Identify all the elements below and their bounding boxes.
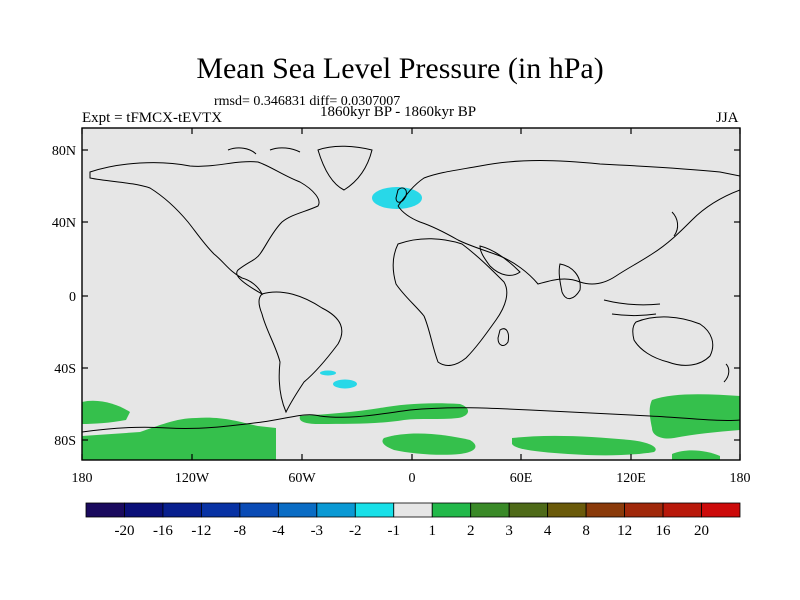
coast-indonesia: [603, 299, 661, 316]
colorbar-label: 20: [694, 523, 709, 539]
coast-greenland: [317, 145, 373, 191]
lon-tick-label: 60W: [288, 471, 316, 486]
colorbar-label: -3: [311, 523, 324, 539]
colorbar-swatch: [585, 502, 625, 518]
antarctic-anomaly-pacific: [82, 417, 276, 460]
south-atlantic-anomaly-1: [320, 370, 336, 376]
colorbar-swatch: [277, 502, 318, 518]
colorbar: -20 -16 -12 -8 -4 -3 -2 -1 1 2 3 4 8 12 16 20: [85, 502, 741, 539]
colorbar-swatch: [393, 502, 433, 518]
colorbar-swatch: [85, 502, 125, 518]
lon-tick-label: 60E: [510, 471, 533, 486]
lat-tick-label: 0: [69, 290, 76, 305]
colorbar-swatch: [316, 502, 356, 518]
plot-title: Mean Sea Level Pressure (in hPa): [196, 52, 604, 85]
coast-africa: [392, 238, 508, 366]
coast-japan: [671, 211, 679, 237]
colorbar-swatch: [508, 502, 549, 518]
lon-tick-label: 120E: [616, 471, 646, 486]
colorbar-swatch: [431, 502, 472, 518]
colorbar-label: 4: [544, 523, 552, 539]
colorbar-label: 2: [467, 523, 475, 539]
lat-tick-label: 40N: [52, 216, 76, 231]
coast-australia: [632, 316, 714, 366]
period-label: 1860kyr BP - 1860kyr BP: [320, 104, 477, 120]
colorbar-swatch: [547, 502, 587, 518]
colorbar-swatch: [124, 502, 164, 518]
colorbar-label: 3: [505, 523, 513, 539]
coast-india: [558, 263, 581, 299]
coastlines: [82, 145, 740, 433]
colorbar-label: 8: [582, 523, 590, 539]
colorbar-swatch: [239, 502, 279, 518]
lon-tick-label: 180: [72, 471, 93, 486]
longitude-axis: 180 120W 60W 0 60E 120E 180: [72, 128, 751, 486]
colorbar-swatch: [162, 502, 202, 518]
negative-anomaly-regions: [320, 187, 422, 389]
colorbar-label: 16: [656, 523, 672, 539]
coast-madagascar: [497, 328, 509, 346]
south-atlantic-anomaly-2: [333, 379, 357, 389]
southern-ocean-anomaly-west: [82, 400, 130, 424]
colorbar-label: -16: [153, 523, 173, 539]
coast-new-zealand: [723, 363, 730, 383]
colorbar-swatch: [470, 502, 510, 518]
southern-ocean-anomaly-east: [649, 394, 740, 439]
coast-north-america: [89, 161, 320, 296]
antarctic-anomaly-far-east: [672, 450, 720, 460]
colorbar-label: -8: [234, 523, 247, 539]
coast-antarctica: [82, 407, 740, 433]
colorbar-swatch: [201, 502, 241, 518]
experiment-label: Expt = tFMCX-tEVTX: [82, 110, 223, 126]
colorbar-label: -1: [388, 523, 401, 539]
lon-tick-label: 120W: [175, 471, 210, 486]
coast-eurasia: [397, 160, 740, 285]
map-frame: [81, 127, 741, 461]
colorbar-label: -4: [272, 523, 285, 539]
coast-arctic-islands: [227, 147, 301, 155]
colorbar-label: -2: [349, 523, 362, 539]
lat-tick-label: 80S: [54, 434, 76, 449]
lat-tick-label: 80N: [52, 144, 76, 159]
colorbar-label: 12: [617, 523, 632, 539]
colorbar-swatch: [662, 502, 702, 518]
positive-anomaly-regions: [82, 394, 740, 460]
antarctic-anomaly-indian: [382, 433, 476, 455]
colorbar-swatch: [354, 502, 395, 518]
coast-arabia: [479, 245, 521, 276]
coast-south-america: [258, 291, 343, 414]
colorbar-label: -12: [191, 523, 211, 539]
lat-tick-label: 40S: [54, 362, 76, 377]
colorbar-label: -20: [114, 523, 134, 539]
colorbar-label: 1: [428, 523, 436, 539]
north-atlantic-anomaly: [372, 187, 422, 209]
colorbar-swatch: [624, 502, 664, 518]
colorbar-swatch: [701, 502, 741, 518]
antarctic-anomaly-eastern: [512, 435, 656, 456]
coast-uk: [395, 187, 407, 203]
lon-tick-label: 180: [730, 471, 751, 486]
rmsd-diff-stats: rmsd= 0.346831 diff= 0.0307007: [214, 94, 401, 109]
lon-tick-label: 0: [409, 471, 416, 486]
latitude-axis: 80N 40N 0 40S 80S: [52, 144, 740, 449]
season-label: JJA: [716, 110, 739, 126]
